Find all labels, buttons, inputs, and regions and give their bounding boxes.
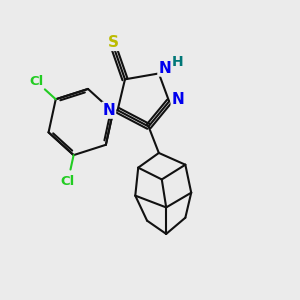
Text: Cl: Cl xyxy=(29,75,43,88)
Text: N: N xyxy=(172,92,184,107)
Text: N: N xyxy=(102,103,115,118)
Text: N: N xyxy=(158,61,171,76)
Text: S: S xyxy=(108,35,119,50)
Text: H: H xyxy=(172,55,184,69)
Text: Cl: Cl xyxy=(61,175,75,188)
